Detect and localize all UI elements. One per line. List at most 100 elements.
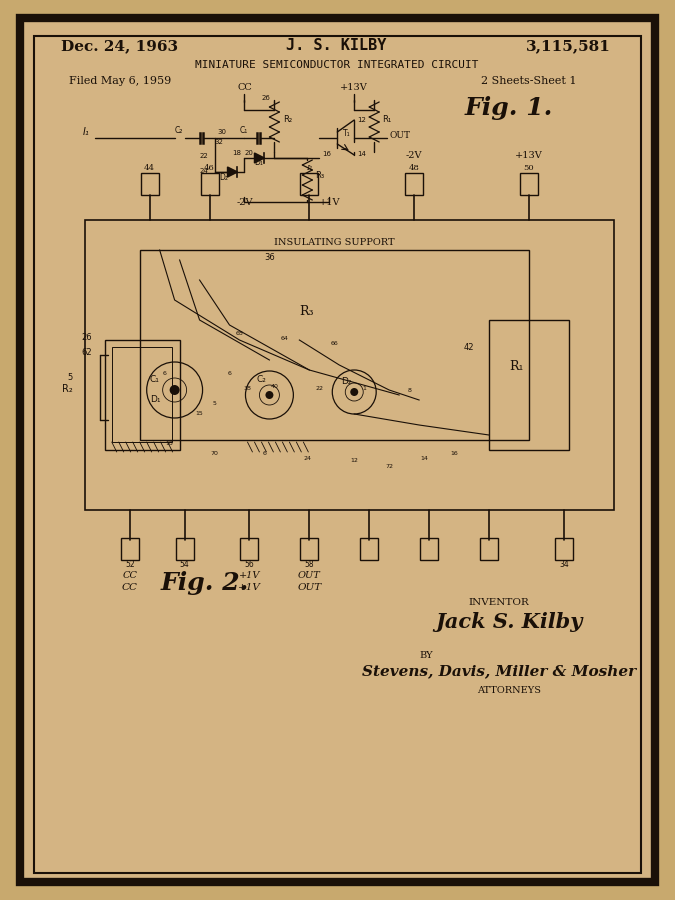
Text: 16: 16 [450,451,458,456]
Text: R₁: R₁ [382,115,391,124]
Text: 8: 8 [407,388,411,393]
Text: Dec. 24, 1963: Dec. 24, 1963 [61,39,178,53]
Text: 12: 12 [350,458,358,463]
Text: R₃: R₃ [299,305,314,318]
Bar [85,220,614,510]
Bar [240,538,259,560]
Bar [520,173,538,195]
Bar [489,320,569,450]
Text: 30: 30 [217,129,227,135]
Text: OUT: OUT [297,583,321,592]
Text: 50: 50 [524,164,534,172]
Text: 44: 44 [144,164,155,172]
Text: 34: 34 [559,560,568,569]
Text: 5: 5 [213,401,217,406]
Text: -2V: -2V [236,198,252,207]
Text: INSULATING SUPPORT: INSULATING SUPPORT [274,238,395,247]
Text: 62: 62 [82,348,92,357]
Bar [480,538,498,560]
Text: R₁: R₁ [509,360,523,373]
Text: 1: 1 [362,386,366,391]
Text: D₂: D₂ [342,377,352,386]
Text: +1V: +1V [238,583,261,592]
Text: C₂: C₂ [175,126,183,135]
Text: OUT: OUT [389,131,410,140]
Text: C₁: C₁ [150,375,159,384]
Text: 26: 26 [261,95,270,101]
Text: 68: 68 [236,331,244,336]
Text: MINIATURE SEMICONDUCTOR INTEGRATED CIRCUIT: MINIATURE SEMICONDUCTOR INTEGRATED CIRCU… [194,60,478,70]
Text: OUT: OUT [298,571,321,580]
Text: 70: 70 [211,451,219,456]
Bar [176,538,194,560]
Bar [300,538,319,560]
Text: -2V: -2V [406,151,423,160]
Text: C₁: C₁ [240,126,248,135]
Text: +1V: +1V [239,571,260,580]
Text: 6: 6 [163,371,167,376]
Circle shape [169,385,180,395]
Text: 42: 42 [464,343,475,352]
Bar [420,538,438,560]
Bar [121,538,138,560]
Text: 5: 5 [68,373,73,382]
Text: 32: 32 [215,139,223,145]
Polygon shape [254,153,265,163]
Text: R₂: R₂ [62,384,73,394]
Text: D₁: D₁ [150,395,160,404]
Text: Stevens, Davis, Miller & Mosher: Stevens, Davis, Miller & Mosher [362,664,636,678]
Bar [405,173,423,195]
Polygon shape [227,167,238,177]
Text: 64: 64 [280,336,288,341]
Text: 72: 72 [385,464,393,469]
Bar [360,538,378,560]
Text: I₁: I₁ [83,127,90,137]
Text: 56: 56 [244,560,254,569]
Text: CC: CC [122,571,137,580]
Text: Fig. 2.: Fig. 2. [161,571,249,595]
Text: 46: 46 [204,164,215,172]
Text: 22: 22 [200,153,209,159]
Text: +13V: +13V [515,151,543,160]
Text: D₁: D₁ [254,158,263,167]
Text: 18: 18 [166,441,173,446]
Text: BY: BY [419,651,433,660]
Text: 16: 16 [322,151,331,157]
Text: 20: 20 [244,150,253,156]
Text: 54: 54 [180,560,190,569]
Text: T₁: T₁ [344,129,351,138]
Text: Fig. 1.: Fig. 1. [464,96,553,120]
Bar [200,173,219,195]
Text: 2 Sheets-Sheet 1: 2 Sheets-Sheet 1 [481,76,576,86]
Bar [300,173,319,195]
Text: 6: 6 [227,371,232,376]
Text: 40: 40 [271,384,278,389]
Text: 14: 14 [420,456,428,461]
Text: J. S. KILBY: J. S. KILBY [286,38,387,53]
Text: 26: 26 [82,333,92,342]
Text: CC: CC [122,583,138,592]
Text: +13V: +13V [340,83,368,92]
Bar [112,347,171,442]
Text: 36: 36 [264,253,275,262]
Text: C₂: C₂ [256,375,267,384]
Text: 48: 48 [408,164,420,172]
Text: D₂: D₂ [219,173,229,182]
Text: CC: CC [237,83,252,92]
Text: 22: 22 [315,386,323,391]
Text: Filed May 6, 1959: Filed May 6, 1959 [69,76,171,86]
Text: +1V: +1V [319,198,340,207]
Bar [555,538,573,560]
Text: 66: 66 [330,341,338,346]
Text: 15: 15 [196,411,203,416]
Text: 24: 24 [200,168,209,174]
Circle shape [265,391,273,399]
Text: 18: 18 [232,150,242,156]
Text: 14: 14 [357,151,366,157]
Circle shape [350,388,358,396]
Text: 3,115,581: 3,115,581 [526,39,612,53]
Bar [140,173,159,195]
Text: R₃: R₃ [315,171,325,180]
Text: INVENTOR: INVENTOR [468,598,529,607]
Text: 52: 52 [125,560,134,569]
